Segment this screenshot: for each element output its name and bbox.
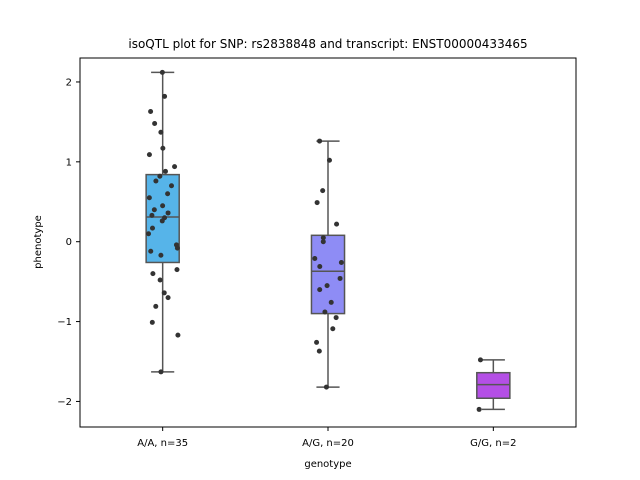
data-point — [316, 348, 322, 354]
y-axis-label: phenotype — [33, 215, 44, 269]
data-point — [146, 195, 152, 201]
data-point — [159, 69, 165, 75]
data-point — [314, 339, 320, 345]
data-point — [312, 255, 318, 261]
data-point — [149, 225, 155, 231]
data-point — [174, 245, 180, 251]
y-tick-label: 1 — [66, 157, 72, 168]
data-point — [165, 191, 171, 197]
data-point — [148, 109, 154, 115]
data-point — [476, 406, 482, 412]
data-point — [322, 309, 328, 315]
data-point — [153, 303, 159, 309]
data-point — [326, 157, 332, 163]
data-point — [157, 277, 163, 283]
y-tick-label: 0 — [66, 237, 72, 248]
data-point — [174, 267, 180, 273]
data-point — [149, 319, 155, 325]
data-point — [324, 283, 330, 289]
data-point — [165, 295, 171, 301]
data-point — [152, 120, 158, 126]
box — [310, 234, 346, 315]
x-tick-label: A/A, n=35 — [137, 438, 188, 449]
y-axis: −2 −1 0 1 2 — [57, 77, 80, 408]
data-point — [323, 384, 329, 390]
data-point — [165, 210, 171, 216]
data-point — [333, 315, 339, 321]
data-point — [337, 275, 343, 281]
y-tick-label: −1 — [57, 317, 72, 328]
data-point — [157, 173, 163, 179]
x-axis-label: genotype — [304, 459, 351, 470]
data-point — [320, 235, 326, 241]
data-point — [148, 248, 154, 254]
y-tick-label: 2 — [66, 77, 72, 88]
data-point — [149, 212, 155, 218]
data-point — [158, 252, 164, 258]
data-point — [162, 93, 168, 99]
data-point — [317, 138, 323, 144]
data-point — [330, 326, 336, 332]
y-tick-label: −2 — [57, 397, 72, 408]
data-point — [146, 231, 152, 237]
data-point — [175, 332, 181, 338]
points-layer — [146, 69, 483, 412]
data-point — [158, 369, 164, 375]
data-point — [151, 207, 157, 213]
x-tick-label: A/G, n=20 — [302, 438, 354, 449]
data-point — [334, 221, 340, 227]
boxes-layer — [145, 71, 511, 411]
data-point — [317, 263, 323, 269]
data-point — [172, 164, 178, 170]
data-point — [169, 183, 175, 189]
data-point — [160, 145, 166, 151]
data-point — [314, 200, 320, 206]
data-point — [162, 168, 168, 174]
x-axis: A/A, n=35 A/G, n=20 G/G, n=2 — [137, 427, 516, 449]
box — [476, 371, 511, 399]
x-tick-label: G/G, n=2 — [470, 438, 516, 449]
box-group — [476, 359, 511, 411]
data-point — [338, 259, 344, 265]
data-point — [150, 271, 156, 277]
data-point — [159, 218, 165, 224]
box-group — [310, 140, 346, 388]
data-point — [320, 188, 326, 194]
data-point — [158, 129, 164, 135]
data-point — [161, 290, 167, 296]
data-point — [320, 239, 326, 245]
data-point — [317, 287, 323, 293]
chart-title: isoQTL plot for SNP: rs2838848 and trans… — [128, 37, 527, 51]
data-point — [153, 178, 159, 184]
data-point — [328, 299, 334, 305]
data-point — [146, 152, 152, 158]
data-point — [160, 203, 166, 209]
data-point — [477, 357, 483, 363]
